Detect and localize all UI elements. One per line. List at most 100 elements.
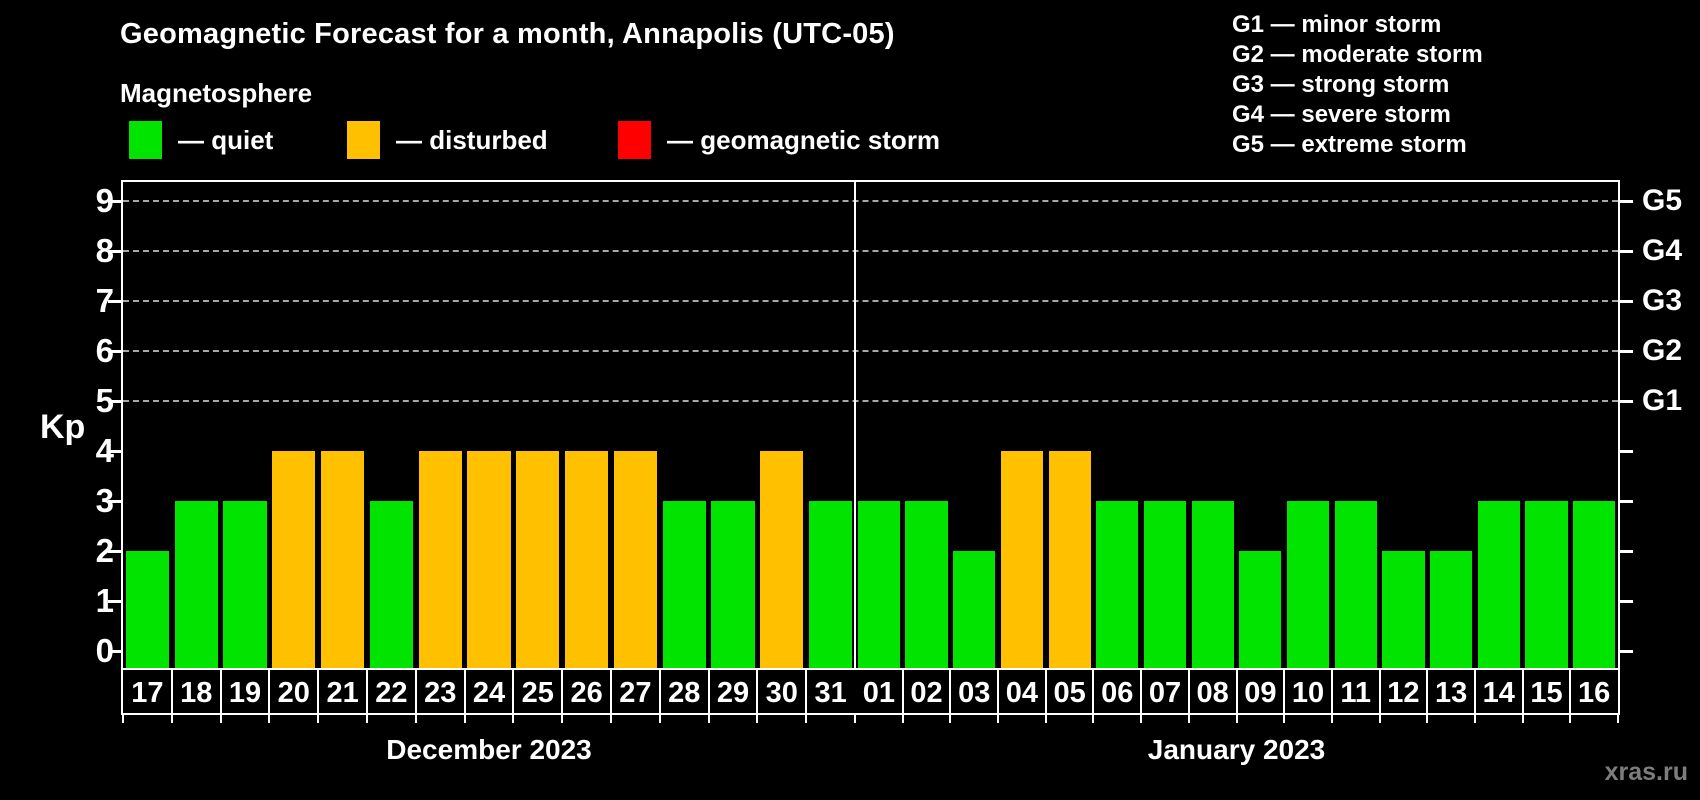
bar-dec-30 [760,451,804,668]
bar-jan-01 [857,501,900,668]
bar-dec-23 [418,451,462,668]
x-tick [219,715,222,723]
page-title: Geomagnetic Forecast for a month, Annapo… [120,18,895,50]
x-tick [1473,715,1476,723]
gridline-kp9 [123,200,1618,202]
month-label-january: January 2023 [1147,734,1326,765]
x-tick [1569,715,1572,723]
bar-dec-20 [272,451,316,668]
x-tick [949,715,952,723]
legend-label-disturbed: — disturbed [396,124,548,155]
x-tick [901,715,904,723]
x-tick [1140,715,1143,723]
x-tick [805,715,808,723]
y-tick-right-4 [1618,450,1633,453]
legend-item-disturbed: — disturbed [347,120,548,160]
y-tick-left-2 [108,550,123,553]
bar-jan-02 [905,501,948,668]
day-cell-border [268,668,271,715]
g-legend-g2: G2 — moderate storm [1232,41,1483,68]
y-tick-left-7 [108,300,123,303]
day-label-jan-11: 11 [1340,677,1372,709]
g-legend-g4: G4 — severe storm [1232,101,1451,128]
y-axis-title: Kp [40,408,86,446]
month-label-december: December 2023 [386,734,592,765]
bar-dec-31 [808,501,853,668]
x-tick [1378,715,1381,723]
y-tick-label-5: 5 [95,382,114,419]
x-tick [1330,715,1333,723]
day-cell-border [1140,668,1143,715]
bar-dec-28 [662,501,706,668]
x-tick [997,715,1000,723]
x-tick [170,715,173,723]
x-tick [756,715,759,723]
day-label-jan-15: 15 [1530,677,1563,709]
day-cell-border [1235,668,1238,715]
x-tick [1092,715,1095,723]
day-label-dec-26: 26 [570,677,603,709]
gridline-kp8 [123,250,1618,252]
bar-jan-09 [1239,551,1282,668]
x-tick [610,715,612,723]
day-cell-border [949,668,952,715]
y-tick-label-7: 7 [95,282,114,319]
day-cell-border [366,668,368,715]
day-label-jan-13: 13 [1434,677,1468,709]
x-tick [463,715,466,723]
y-tick-label-2: 2 [95,532,114,569]
g-scale-legend: G1 — minor storm G2 — moderate storm G3 … [1232,10,1483,160]
bar-jan-04 [1000,451,1043,668]
y-tick-label-3: 3 [95,482,114,519]
day-label-jan-04: 04 [1005,677,1039,709]
x-tick [658,715,661,723]
day-label-dec-27: 27 [619,677,652,709]
bar-dec-26 [564,451,609,668]
day-label-dec-20: 20 [277,677,310,709]
bar-jan-10 [1286,501,1330,668]
legend-label-quiet: — quiet [178,124,274,155]
bar-jan-13 [1430,551,1473,668]
legend-item-storm: — geomagnetic storm [618,120,940,160]
bar-jan-16 [1573,501,1616,668]
y-tick-right-6 [1618,350,1633,353]
x-tick [1617,715,1619,723]
y-tick-left-1 [108,600,123,603]
day-cell-border [1378,668,1381,715]
y-tick-right-9 [1618,200,1633,203]
day-cell-border [997,668,1000,715]
day-label-dec-25: 25 [521,677,554,709]
bar-dec-18 [174,501,218,668]
day-cell-border [658,668,661,715]
x-tick [707,715,710,723]
x-tick [1521,715,1524,723]
y-tick-label-0: 0 [95,632,114,669]
gridline-kp6 [123,350,1618,352]
y-tick-left-0 [108,650,123,653]
bar-dec-24 [467,451,511,668]
day-cell-border [1283,668,1286,715]
day-cell-border [512,668,515,715]
day-label-jan-07: 07 [1148,677,1182,709]
day-label-jan-03: 03 [958,677,991,709]
day-cell-border [1521,668,1524,715]
y-tick-label-1: 1 [95,582,114,619]
disturbed-color-swatch [347,121,380,159]
x-tick [122,715,124,723]
x-tick [854,715,856,723]
legend-item-quiet: — quiet [129,120,273,160]
magnetosphere-subtitle: Magnetosphere [120,78,313,108]
bar-jan-03 [953,551,996,668]
day-label-dec-19: 19 [228,677,262,709]
bar-jan-11 [1334,501,1377,668]
g-legend-g5: G5 — extreme storm [1232,131,1467,158]
day-cell-border [1092,668,1095,715]
day-cell-border [1044,668,1047,715]
g-legend-g3: G3 — strong storm [1232,71,1450,98]
x-tick [1044,715,1047,723]
bar-dec-29 [711,501,755,668]
day-label-dec-17: 17 [131,677,164,709]
day-cell-border [1330,668,1333,715]
y-tick-label-6: 6 [95,332,114,369]
day-label-jan-06: 06 [1101,677,1134,709]
